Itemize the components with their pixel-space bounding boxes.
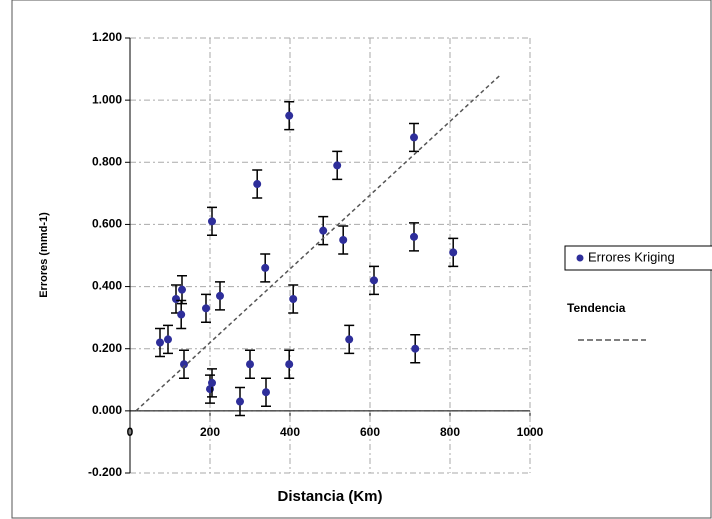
- trend-line: [135, 74, 501, 412]
- point: [262, 388, 270, 397]
- legend-label: Tendencia: [567, 301, 626, 315]
- point: [172, 295, 180, 303]
- point: [177, 310, 186, 319]
- point: [339, 235, 348, 244]
- point: [319, 226, 328, 235]
- x-axis-title: Distancia (Km): [277, 488, 382, 505]
- y-tick-label: -0.200: [88, 465, 122, 479]
- y-tick-label: 0.000: [92, 403, 122, 417]
- legend-box: [564, 245, 712, 271]
- point: [178, 285, 186, 294]
- point: [261, 263, 270, 272]
- y-tick-label: 0.400: [92, 279, 122, 293]
- point: [253, 180, 262, 189]
- point: [208, 378, 216, 387]
- point: [333, 161, 342, 170]
- point: [410, 133, 418, 142]
- point: [285, 111, 294, 120]
- point: [156, 338, 164, 347]
- y-tick-label: 0.800: [92, 154, 122, 168]
- point: [410, 232, 418, 241]
- point: [236, 397, 244, 406]
- point: [285, 360, 294, 369]
- point: [246, 360, 254, 369]
- point: [449, 248, 458, 257]
- legend-label: Errores Kriging: [588, 249, 675, 264]
- point: [202, 304, 210, 313]
- y-tick-label: 1.200: [92, 30, 122, 44]
- legend-swatch: [576, 254, 584, 262]
- y-tick-label: 1.000: [92, 92, 122, 106]
- point: [180, 360, 188, 369]
- point: [289, 295, 298, 303]
- point: [345, 335, 354, 344]
- point: [411, 344, 420, 353]
- point: [208, 217, 216, 226]
- y-axis-title: Errores (mmd-1): [38, 212, 50, 298]
- point: [164, 335, 172, 344]
- point: [370, 276, 378, 285]
- y-tick-label: 0.600: [92, 217, 122, 231]
- y-tick-label: 0.200: [92, 341, 122, 355]
- point: [216, 291, 224, 300]
